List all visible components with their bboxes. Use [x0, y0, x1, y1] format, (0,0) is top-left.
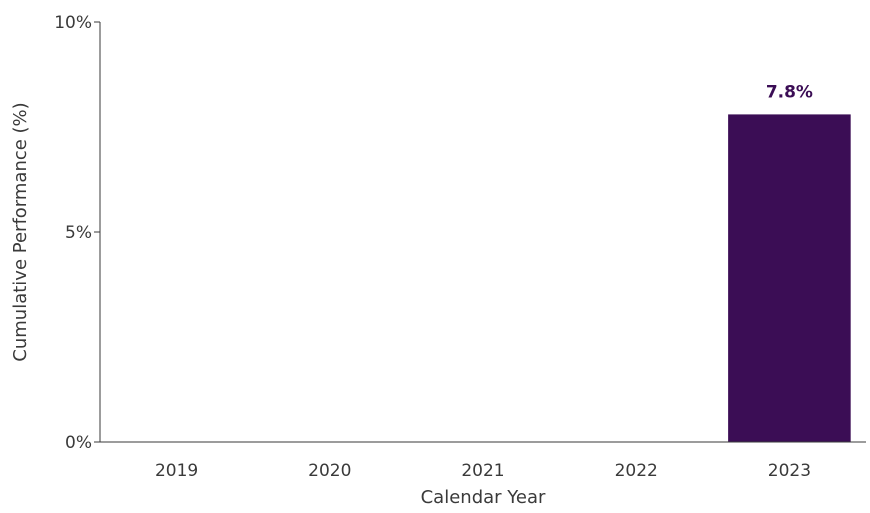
x-tick-label-2023: 2023: [768, 461, 811, 481]
y-tick-label: 10%: [54, 13, 92, 33]
x-ticks-layer: 2019 2020 2021 2022 2023: [155, 461, 811, 481]
x-tick-label-2021: 2021: [461, 461, 504, 481]
y-ticks-layer: 0% 5% 10%: [54, 13, 100, 453]
y-tick-label: 0%: [65, 433, 92, 453]
bars-layer: [728, 114, 851, 443]
bar-2023: [728, 114, 851, 443]
x-axis-title: Calendar Year: [421, 487, 546, 508]
data-label-2023: 7.8%: [766, 82, 813, 102]
data-labels-layer: 7.8%: [766, 82, 813, 102]
x-tick-label-2022: 2022: [615, 461, 658, 481]
x-tick-label-2019: 2019: [155, 461, 198, 481]
y-axis-title: Cumulative Performance (%): [10, 102, 31, 361]
y-tick-label: 5%: [65, 223, 92, 243]
x-tick-label-2020: 2020: [308, 461, 351, 481]
